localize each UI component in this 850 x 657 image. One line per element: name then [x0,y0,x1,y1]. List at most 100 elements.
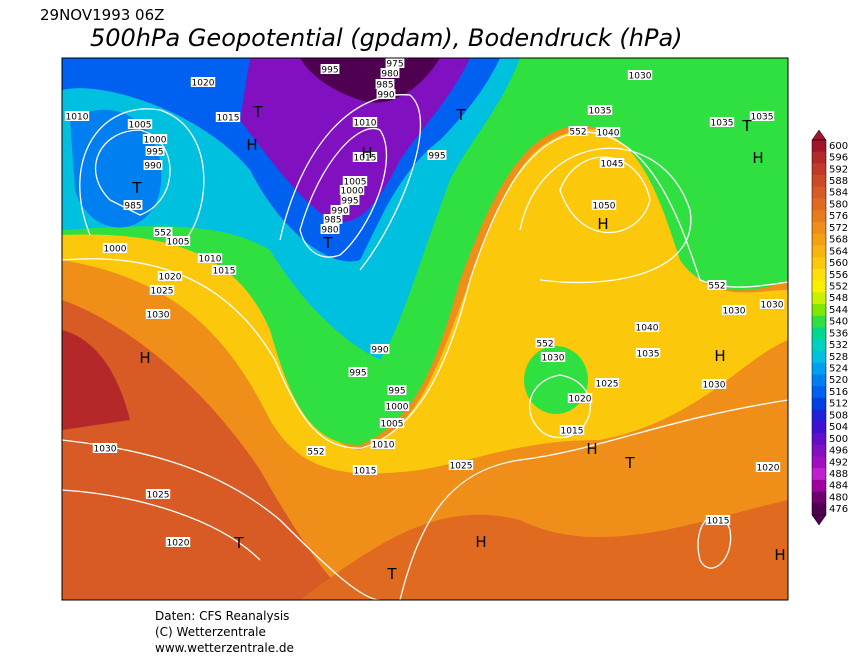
map-field: 1020101510101005100099599098510051010101… [62,58,788,600]
date-label: 29NOV1993 06Z [40,6,164,24]
isobar-label: 1000 [386,403,409,413]
colorbar-frame [811,139,827,516]
isobar-label-bg [157,271,183,281]
colorbar-label: 532 [829,340,848,351]
pressure-center: T [741,117,752,135]
colorbar-label: 508 [829,410,848,421]
isobar-label: 1030 [147,311,170,321]
colorbar-swatch [812,350,826,363]
isobar-label: 1015 [213,267,236,277]
pressure-center: T [322,234,333,252]
isobar-label: 1050 [593,202,616,212]
isobar-label: 1005 [129,121,152,131]
isobar-label-bg [759,299,785,309]
isobar-label-bg [145,146,165,156]
isobar-label: 1035 [751,113,774,123]
colorbar-swatch [812,210,826,223]
isobar-label-bg [153,227,173,237]
isobar-label-bg [127,119,153,129]
colorbar-swatch [812,304,826,317]
colorbar-swatch [812,327,826,340]
colorbar-swatch [812,491,826,504]
pressure-center: H [361,144,372,162]
isobar-label: 1000 [341,187,364,197]
isobar-label: 1015 [217,114,240,124]
isobar-label-bg [567,393,593,403]
isobar-label: 1025 [147,491,170,501]
isobar-label-bg [749,111,775,121]
pressure-center: H [774,546,785,564]
footer-line: www.wetterzentrale.de [155,641,294,655]
colorbar-swatch [812,315,826,328]
map-frame [61,57,789,601]
isobar-label-bg [190,77,216,87]
isobar-label: 1020 [159,273,182,283]
isobar-label: 552 [154,229,171,239]
colorbar-swatch [812,175,826,188]
isobar-label: 990 [331,207,348,217]
isobar-label-bg [215,112,241,122]
isobar-label: 985 [324,216,341,226]
colorbar-label: 560 [829,258,848,269]
colorbar-label: 584 [829,188,848,199]
isobar-label-bg [320,64,340,74]
isobar-label: 1015 [354,154,377,164]
isobar-label: 1030 [723,307,746,317]
isobar-label: 1025 [596,380,619,390]
colorbar-swatch [812,397,826,410]
pressure-center: H [246,136,257,154]
colorbar-label: 564 [829,246,848,257]
isobar-label-bg [165,236,191,246]
isobar-label-bg [384,401,410,411]
colorbar-label: 520 [829,375,848,386]
colorbar-label: 544 [829,305,848,316]
colorbar-swatch [812,432,826,445]
footer-line: (C) Wetterzentrale [155,625,266,639]
isobar-label-bg [145,489,171,499]
isobar-label-bg [380,68,400,78]
colorbar-label: 588 [829,176,848,187]
isobar-label: 1030 [703,381,726,391]
isobar-label-bg [375,79,395,89]
isobar-label-bg [352,152,378,162]
isobar-label: 1035 [711,119,734,129]
pressure-center: H [752,149,763,167]
pressure-center: H [714,347,725,365]
colorbar-swatch [812,444,826,457]
isobar-label-bg [635,348,661,358]
isobar-label-bg [370,344,390,354]
isobar-label-bg [145,309,171,319]
isobar-label-bg [448,460,474,470]
isobar-label-bg [64,111,90,121]
isobar-label-bg [102,243,128,253]
pressure-center: H [586,440,597,458]
isobar-label-bg [320,224,340,234]
isobar-label: 1045 [601,160,624,170]
colorbar-label: 496 [829,446,848,457]
isobar-label: 1015 [707,517,730,527]
isobar-label: 1020 [167,539,190,549]
isobar-label: 990 [144,162,161,172]
pressure-center: H [475,533,486,551]
isobar-label: 1025 [450,462,473,472]
colorbar-swatch [812,386,826,399]
isobar-label: 985 [124,202,141,212]
colorbar-swatch [812,409,826,422]
colorbar-label: 572 [829,223,848,234]
colorbar-label: 580 [829,199,848,210]
isobar-label: 980 [321,226,338,236]
isobar-label: 990 [371,346,388,356]
isobar-label-bg [599,158,625,168]
isobar-label: 1015 [354,467,377,477]
colorbar-label: 596 [829,153,848,164]
colorbar-swatch [812,421,826,434]
isobar-label-bg [595,127,621,137]
isobar-label: 552 [569,128,586,138]
colorbar-swatch [812,198,826,211]
isobar-label: 552 [307,448,324,458]
isobar-label: 1005 [167,238,190,248]
pressure-center: T [386,565,397,583]
colorbar-label: 484 [829,481,848,492]
isobar-label-bg [701,379,727,389]
